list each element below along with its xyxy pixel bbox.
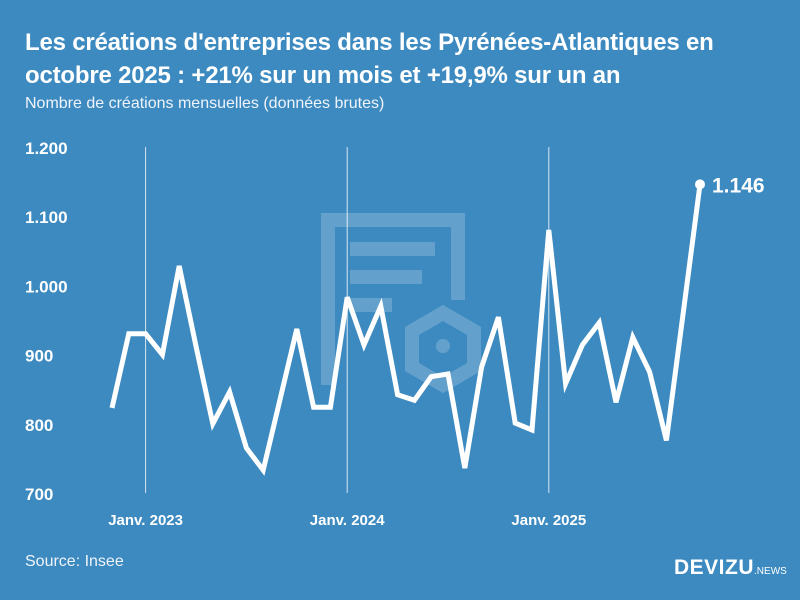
y-tick-label: 1.200 [25,139,68,158]
y-tick-label: 1.000 [25,277,68,296]
devizu-logo: DEVIZU.NEWS [674,556,787,579]
last-value-label: 1.146 [712,174,765,197]
x-tick-label: Janv. 2023 [108,512,183,529]
data-point [695,179,705,190]
chart-subtitle: Nombre de créations mensuelles (données … [25,95,385,112]
chart-title: Les créations d'entreprises dans les Pyr… [25,29,714,89]
y-tick-label: 700 [25,485,53,504]
series-line [109,184,703,476]
y-tick-label: 1.100 [25,208,68,227]
x-tick-label: Janv. 2024 [310,512,385,529]
source-note: Source: Insee [25,553,124,570]
y-tick-label: 900 [25,347,53,366]
x-tick-label: Janv. 2025 [511,512,586,529]
y-tick-label: 800 [25,416,53,435]
